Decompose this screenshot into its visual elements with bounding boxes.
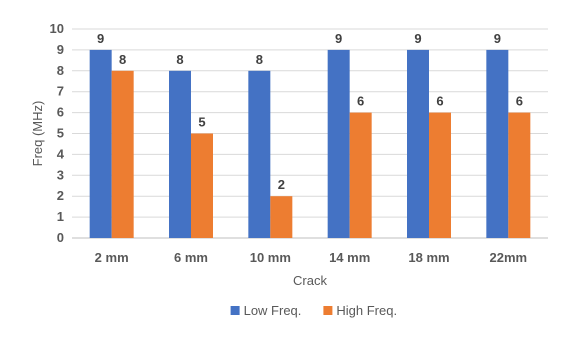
- y-axis-title: Freq (MHz): [30, 101, 45, 167]
- bar-low-freq: [89, 49, 112, 239]
- x-tick-label: 18 mm: [408, 250, 449, 265]
- y-tick-label: 6: [57, 105, 64, 120]
- bar-low-freq: [327, 49, 350, 239]
- y-tick-label: 10: [50, 21, 64, 36]
- bar-high-freq: [429, 112, 451, 238]
- bar-low-freq: [407, 49, 429, 239]
- x-tick-label: 2 mm: [95, 250, 129, 265]
- data-label: 6: [516, 94, 523, 109]
- x-axis-title: Crack: [293, 273, 327, 288]
- data-label: 8: [176, 52, 183, 67]
- bar-high-freq: [508, 112, 531, 238]
- data-label: 8: [119, 52, 126, 67]
- bars: [89, 49, 531, 239]
- bar-high-freq: [191, 133, 213, 238]
- y-tick-label: 8: [57, 63, 64, 78]
- data-label: 9: [494, 31, 501, 46]
- x-tick-label: 14 mm: [329, 250, 370, 265]
- data-label: 6: [357, 94, 364, 109]
- bar-low-freq: [486, 49, 509, 239]
- y-tick-label: 5: [57, 126, 64, 141]
- y-tick-label: 0: [57, 230, 64, 245]
- x-tick-label: 22mm: [490, 250, 528, 265]
- legend-label: Low Freq.: [244, 303, 302, 318]
- bar-low-freq: [169, 70, 191, 238]
- y-tick-label: 3: [57, 167, 64, 182]
- y-tick-label: 9: [57, 42, 64, 57]
- y-tick-label: 7: [57, 84, 64, 99]
- x-tick-label: 10 mm: [250, 250, 291, 265]
- legend-label: High Freq.: [336, 303, 397, 318]
- y-tick-label: 4: [57, 146, 65, 161]
- data-label: 8: [256, 52, 263, 67]
- data-label: 2: [278, 177, 285, 192]
- bar-high-freq: [270, 196, 293, 238]
- legend-swatch-low-freq: [230, 306, 240, 315]
- gridlines: [72, 28, 548, 239]
- y-axis-ticks: 0 1 2 3 4 5 6 7 8 9 10: [50, 21, 65, 245]
- data-label: 9: [335, 31, 342, 46]
- y-tick-label: 2: [57, 188, 64, 203]
- x-axis-ticks: 2 mm 6 mm 10 mm 14 mm 18 mm 22mm: [95, 250, 527, 265]
- data-label: 9: [414, 31, 421, 46]
- legend-swatch-high-freq: [323, 306, 333, 315]
- x-tick-label: 6 mm: [174, 250, 208, 265]
- y-tick-label: 1: [57, 209, 64, 224]
- bar-low-freq: [248, 70, 271, 238]
- bar-high-freq: [111, 70, 134, 238]
- data-label: 6: [436, 94, 443, 109]
- data-label: 5: [198, 115, 205, 130]
- bar-high-freq: [349, 112, 372, 238]
- legend: Low Freq. High Freq.: [230, 303, 397, 318]
- data-label: 9: [97, 31, 104, 46]
